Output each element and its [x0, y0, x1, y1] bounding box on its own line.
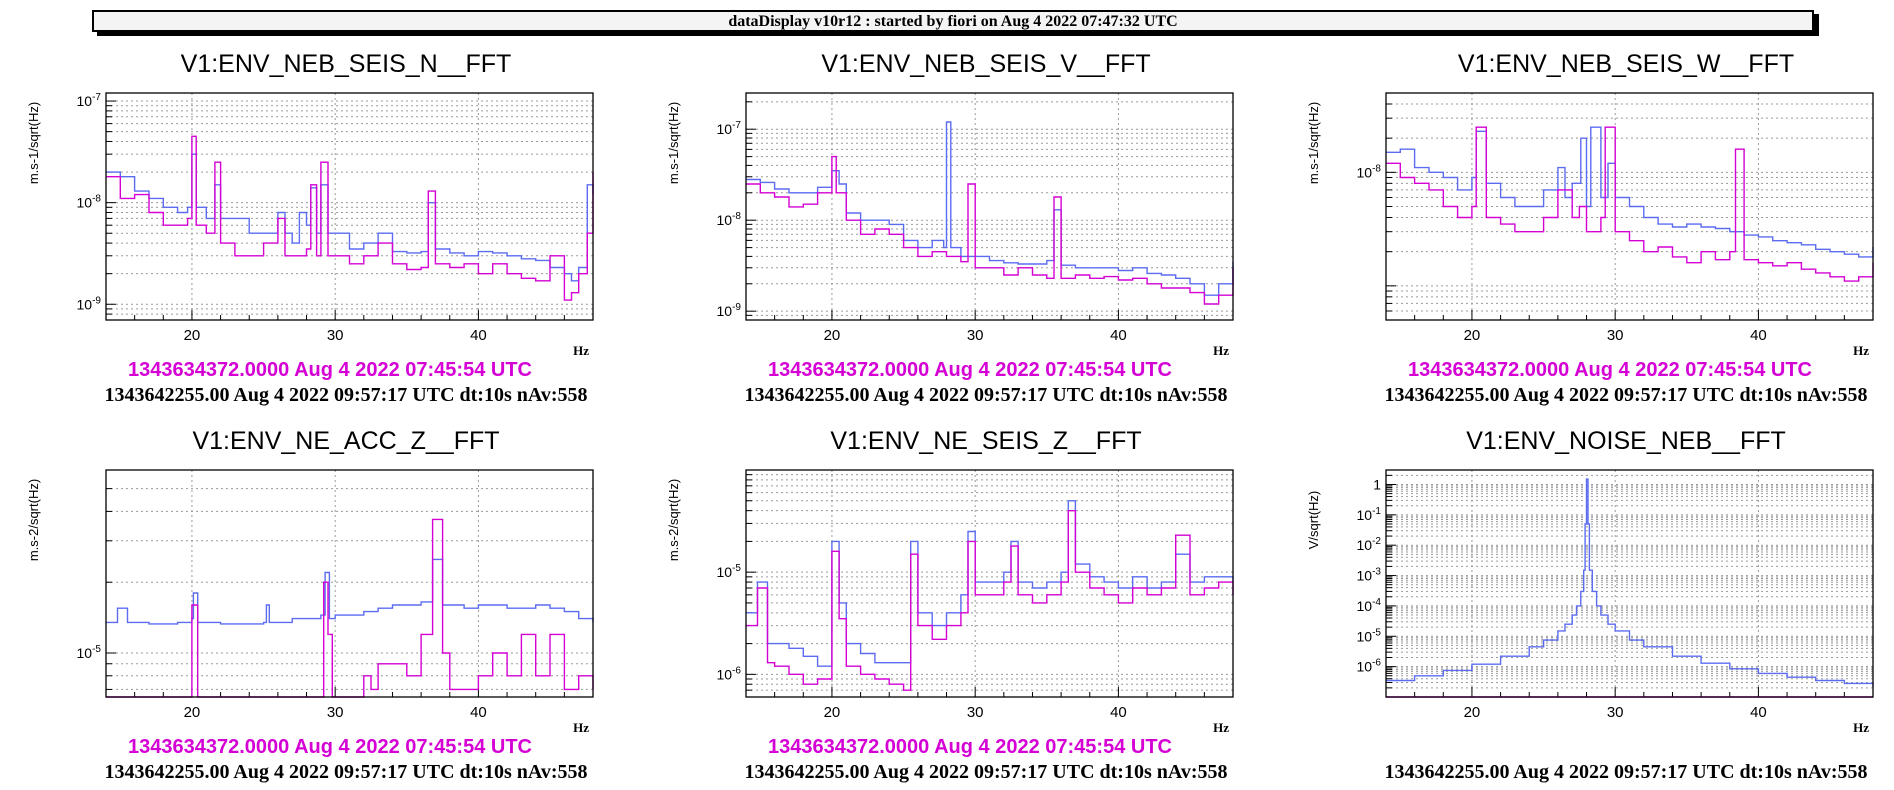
y-tick-label: 10-5 [77, 644, 102, 661]
y-tick-label: 10-7 [77, 92, 102, 109]
y-tick-label: 10-6 [1357, 658, 1382, 675]
series-line-1 [106, 153, 594, 282]
y-tick-label: 10-5 [1357, 627, 1382, 644]
panel-title: V1:ENV_NOISE_NEB__FFT [1466, 427, 1786, 455]
series-line-1 [106, 558, 594, 625]
panel-title: V1:ENV_NEB_SEIS_V__FFT [821, 50, 1151, 78]
series-line-1 [746, 500, 1234, 667]
x-tick-label: 40 [1110, 704, 1127, 721]
chart-panel-2: 20 30 40 10-9 10-8 10-7 Hz m.s-1/sqrt(Hz) [666, 92, 1234, 358]
display-banner: dataDisplay v10r12 : started by fiori on… [92, 10, 1814, 32]
x-tick-label: 20 [184, 327, 201, 344]
y-tick-label: 10-3 [1357, 567, 1382, 584]
x-tick-label: 40 [1750, 704, 1767, 721]
plot-frame [745, 469, 1234, 698]
x-tick-label: 30 [1607, 704, 1624, 721]
y-tick-label: 10-8 [1357, 163, 1382, 180]
y-tick-label: 10-2 [1357, 536, 1382, 553]
plot-frame [1385, 469, 1874, 698]
series-line-2 [746, 155, 1234, 305]
y-axis-label: m.s-1/sqrt(Hz) [666, 102, 681, 184]
plot-frame [745, 92, 1234, 321]
x-tick-label: 40 [1110, 327, 1127, 344]
x-tick-label: 30 [327, 327, 344, 344]
x-tick-label: 20 [1464, 704, 1481, 721]
reference-time-label: 1343634372.0000 Aug 4 2022 07:45:54 UTC [128, 359, 532, 381]
x-axis-label: Hz [1853, 720, 1869, 735]
y-tick-label: 10-7 [717, 120, 742, 137]
current-time-label: 1343642255.00 Aug 4 2022 09:57:17 UTC dt… [1384, 761, 1868, 783]
x-tick-label: 30 [967, 327, 984, 344]
current-time-label: 1343642255.00 Aug 4 2022 09:57:17 UTC dt… [744, 761, 1228, 783]
series-line-2 [746, 510, 1234, 691]
reference-time-label: 1343634372.0000 Aug 4 2022 07:45:54 UTC [1408, 359, 1812, 381]
y-tick-label: 10-8 [77, 194, 102, 211]
y-axis-label: V/sqrt(Hz) [1306, 491, 1321, 550]
chart-panel-5: 20 30 40 10-6 10-5 Hz m.s-2/sqrt(Hz) [666, 469, 1234, 735]
plot-frame [1385, 92, 1874, 321]
chart-panel-6: 20 30 40 10-6 10-5 10-4 10-3 10-2 10-1 1 Hz V/sqrt(… [1306, 469, 1874, 735]
x-tick-label: 20 [1464, 327, 1481, 344]
x-axis-label: Hz [573, 343, 589, 358]
current-time-label: 1343642255.00 Aug 4 2022 09:57:17 UTC dt… [104, 384, 588, 406]
x-tick-label: 40 [470, 327, 487, 344]
y-axis-label: m.s-2/sqrt(Hz) [666, 479, 681, 561]
series-line-1 [1386, 478, 1874, 687]
current-time-label: 1343642255.00 Aug 4 2022 09:57:17 UTC dt… [744, 384, 1228, 406]
y-axis-label: m.s-1/sqrt(Hz) [1306, 102, 1321, 184]
reference-time-label: 1343634372.0000 Aug 4 2022 07:45:54 UTC [128, 736, 532, 758]
current-time-label: 1343642255.00 Aug 4 2022 09:57:17 UTC dt… [104, 761, 588, 783]
series-line-1 [746, 121, 1234, 296]
x-tick-label: 20 [824, 327, 841, 344]
y-tick-label: 10-1 [1357, 506, 1382, 523]
chart-panel-4: 20 30 40 10-5 Hz m.s-2/sqrt(Hz) [26, 469, 594, 735]
y-tick-label: 10-6 [717, 665, 742, 682]
current-time-label: 1343642255.00 Aug 4 2022 09:57:17 UTC dt… [1384, 384, 1868, 406]
series-line-2 [106, 135, 594, 301]
x-axis-label: Hz [1853, 343, 1869, 358]
y-axis-label: m.s-1/sqrt(Hz) [26, 102, 41, 184]
y-tick-label: 1 [1373, 476, 1381, 492]
x-tick-label: 40 [470, 704, 487, 721]
y-tick-label: 10-5 [717, 563, 742, 580]
reference-time-label: 1343634372.0000 Aug 4 2022 07:45:54 UTC [768, 736, 1172, 758]
plot-frame [105, 469, 594, 698]
series-line-2 [1386, 126, 1874, 282]
plot-frame [105, 92, 594, 321]
panel-title: V1:ENV_NE_ACC_Z__FFT [192, 427, 500, 455]
panel-title: V1:ENV_NEB_SEIS_N__FFT [180, 50, 512, 78]
panel-title: V1:ENV_NEB_SEIS_W__FFT [1457, 50, 1795, 78]
y-tick-label: 10-4 [1357, 597, 1382, 614]
x-axis-label: Hz [573, 720, 589, 735]
x-tick-label: 30 [967, 704, 984, 721]
x-axis-label: Hz [1213, 720, 1229, 735]
x-tick-label: 30 [327, 704, 344, 721]
y-tick-label: 10-8 [717, 211, 742, 228]
x-tick-label: 30 [1607, 327, 1624, 344]
chart-panel-1: 20 30 40 10-9 10-8 10-7 Hz m.s-1/sqrt(Hz) [26, 92, 594, 358]
x-tick-label: 20 [184, 704, 201, 721]
reference-time-label: 1343634372.0000 Aug 4 2022 07:45:54 UTC [768, 359, 1172, 381]
y-tick-label: 10-9 [77, 295, 102, 312]
y-tick-label: 10-9 [717, 302, 742, 319]
series-line-1 [1386, 126, 1874, 258]
x-tick-label: 20 [824, 704, 841, 721]
x-tick-label: 40 [1750, 327, 1767, 344]
panel-title: V1:ENV_NE_SEIS_Z__FFT [830, 427, 1142, 455]
x-axis-label: Hz [1213, 343, 1229, 358]
y-axis-label: m.s-2/sqrt(Hz) [26, 479, 41, 561]
chart-panel-3: 20 30 40 10-8 Hz m.s-1/sqrt(Hz) [1306, 92, 1874, 358]
